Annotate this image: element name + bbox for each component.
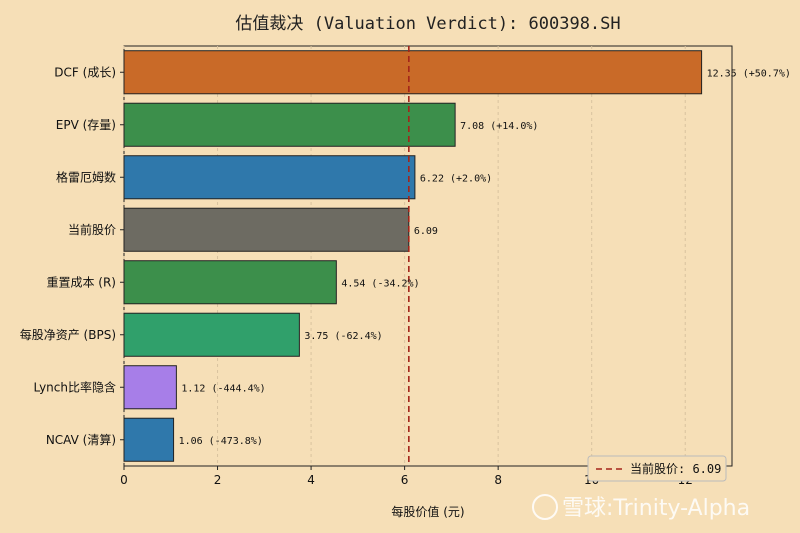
legend-box [587,455,727,482]
x-axis-label: 每股价值 (元) [391,504,464,519]
x-tick-label: 2 [214,473,222,487]
bar [123,260,337,305]
legend-label: 当前股价: 6.09 [630,461,721,476]
bar [123,50,703,95]
x-tick-label: 4 [307,473,315,487]
bar [123,102,456,147]
category-label: DCF (成长) [54,65,116,79]
bar [123,365,177,410]
value-label: 12.35 (+50.7%) [707,68,791,79]
value-label: 6.22 (+2.0%) [420,173,492,184]
value-label: 4.54 (-34.2%) [341,278,419,289]
value-label: 3.75 (-62.4%) [304,331,382,342]
watermark: 雪球:Trinity-Alpha [532,494,750,521]
category-label: 重置成本 (R) [46,275,116,289]
x-tick-label: 8 [494,473,502,487]
grid-lines [123,46,686,466]
category-label: 每股净资产 (BPS) [20,327,116,342]
bar [123,155,416,200]
bar [123,312,300,357]
value-labels: 12.35 (+50.7%) 7.08 (+14.0%) 6.22 (+2.0%) 6… [179,68,791,447]
x-tick-label: 0 [120,473,128,487]
category-label: EPV (存量) [56,118,116,132]
snowball-logo-icon [532,494,558,520]
chart-title: 估值裁决 (Valuation Verdict): 600398.SH [235,14,620,34]
category-label: 格雷厄姆数 [56,169,116,184]
x-tick-label: 6 [401,473,409,487]
category-label: NCAV (清算) [46,432,116,447]
value-label: 6.09 [414,226,438,237]
category-label: Lynch比率隐含 [34,379,117,394]
value-label: 7.08 (+14.0%) [460,121,538,132]
value-label: 1.06 (-473.8%) [179,436,263,447]
value-label: 1.12 (-444.4%) [181,383,265,394]
legend: 当前股价: 6.09 [587,455,727,482]
bar [123,207,410,252]
bars [123,50,703,462]
category-label: 当前股价 [68,222,116,237]
bar [123,417,175,462]
watermark-text: 雪球:Trinity-Alpha [562,496,750,521]
